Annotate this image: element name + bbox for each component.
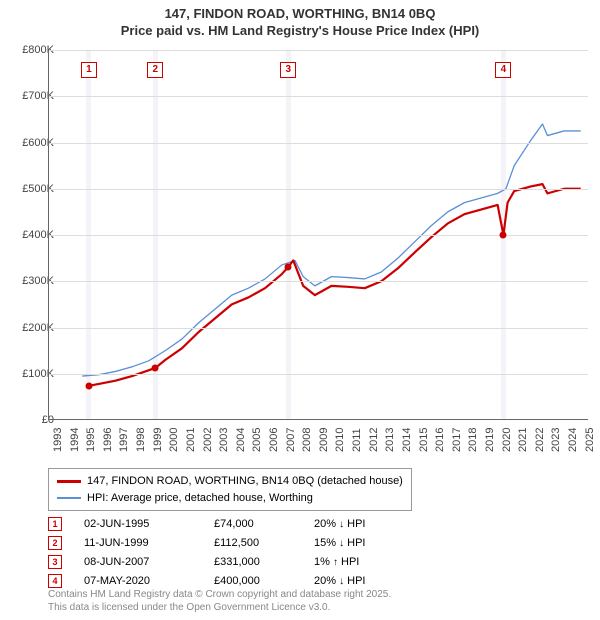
sale-index: 4 — [48, 574, 62, 588]
x-tick-label: 2020 — [501, 428, 513, 452]
marker-label: 4 — [495, 62, 511, 78]
x-tick-label: 2024 — [567, 428, 579, 452]
x-tick-label: 2009 — [318, 428, 330, 452]
title-address: 147, FINDON ROAD, WORTHING, BN14 0BQ — [0, 6, 600, 23]
sale-row: 2 11-JUN-1999£112,50015% ↓ HPI — [48, 533, 434, 552]
grid-line — [49, 235, 588, 236]
x-tick-label: 2003 — [218, 428, 230, 452]
sale-date: 08-JUN-2007 — [84, 556, 214, 568]
attribution-line1: Contains HM Land Registry data © Crown c… — [48, 588, 391, 601]
legend-swatch — [57, 497, 81, 499]
x-tick-label: 2002 — [202, 428, 214, 452]
sale-price: £400,000 — [214, 575, 314, 587]
grid-line — [49, 374, 588, 375]
sale-index: 2 — [48, 536, 62, 550]
sale-row: 3 08-JUN-2007£331,0001% ↑ HPI — [48, 552, 434, 571]
x-tick-label: 2021 — [517, 428, 529, 452]
sale-point — [152, 364, 159, 371]
sale-price: £74,000 — [214, 518, 314, 530]
x-tick-label: 2008 — [301, 428, 313, 452]
x-tick-label: 2006 — [268, 428, 280, 452]
sale-index: 1 — [48, 517, 62, 531]
sale-date: 02-JUN-1995 — [84, 518, 214, 530]
sale-index: 3 — [48, 555, 62, 569]
grid-line — [49, 281, 588, 282]
x-tick-label: 2018 — [467, 428, 479, 452]
x-tick-label: 2007 — [285, 428, 297, 452]
sale-pct: 20% ↓ HPI — [314, 518, 434, 530]
sale-pct: 15% ↓ HPI — [314, 537, 434, 549]
chart-plot-area: 1 2 3 4 — [48, 50, 588, 420]
chart-container: 147, FINDON ROAD, WORTHING, BN14 0BQ Pri… — [0, 0, 600, 620]
sale-price: £331,000 — [214, 556, 314, 568]
legend-label: HPI: Average price, detached house, Wort… — [87, 490, 313, 507]
sale-pct: 20% ↓ HPI — [314, 575, 434, 587]
x-tick-label: 2019 — [484, 428, 496, 452]
legend-item: HPI: Average price, detached house, Wort… — [57, 490, 403, 507]
sale-point — [500, 232, 507, 239]
x-tick-label: 1998 — [135, 428, 147, 452]
sale-pct: 1% ↑ HPI — [314, 556, 434, 568]
sale-point — [285, 263, 292, 270]
x-tick-label: 2012 — [368, 428, 380, 452]
x-tick-label: 2004 — [235, 428, 247, 452]
sale-date: 11-JUN-1999 — [84, 537, 214, 549]
x-tick-label: 1996 — [102, 428, 114, 452]
series-hpi — [82, 124, 580, 376]
attribution-line2: This data is licensed under the Open Gov… — [48, 601, 391, 614]
x-tick-label: 1999 — [152, 428, 164, 452]
sale-price: £112,500 — [214, 537, 314, 549]
x-tick-label: 1994 — [69, 428, 81, 452]
x-tick-label: 2022 — [534, 428, 546, 452]
x-tick-label: 2000 — [168, 428, 180, 452]
x-tick-label: 2013 — [384, 428, 396, 452]
x-tick-label: 2023 — [550, 428, 562, 452]
x-tick-label: 1997 — [118, 428, 130, 452]
x-axis-labels: 1993 1994 1995 1996 1997 1998 1999 2000 2001 2002… — [48, 424, 588, 464]
x-tick-label: 2016 — [434, 428, 446, 452]
title-block: 147, FINDON ROAD, WORTHING, BN14 0BQ Pri… — [0, 0, 600, 40]
x-tick-label: 1995 — [85, 428, 97, 452]
marker-label: 3 — [280, 62, 296, 78]
legend-swatch — [57, 480, 81, 483]
x-tick-label: 2001 — [185, 428, 197, 452]
legend-item: 147, FINDON ROAD, WORTHING, BN14 0BQ (de… — [57, 473, 403, 490]
grid-line — [49, 143, 588, 144]
x-tick-label: 1993 — [52, 428, 64, 452]
x-tick-label: 2017 — [451, 428, 463, 452]
grid-line — [49, 189, 588, 190]
series-property — [89, 184, 581, 386]
x-tick-label: 2025 — [584, 428, 596, 452]
attribution: Contains HM Land Registry data © Crown c… — [48, 588, 391, 614]
legend: 147, FINDON ROAD, WORTHING, BN14 0BQ (de… — [48, 468, 412, 511]
x-tick-label: 2014 — [401, 428, 413, 452]
x-tick-label: 2015 — [418, 428, 430, 452]
sale-point — [85, 382, 92, 389]
marker-label: 2 — [147, 62, 163, 78]
grid-line — [49, 50, 588, 51]
sale-date: 07-MAY-2020 — [84, 575, 214, 587]
x-tick-label: 2011 — [351, 428, 363, 452]
legend-label: 147, FINDON ROAD, WORTHING, BN14 0BQ (de… — [87, 473, 403, 490]
title-subtitle: Price paid vs. HM Land Registry's House … — [0, 23, 600, 40]
sales-table: 102-JUN-1995£74,00020% ↓ HPI211-JUN-1999… — [48, 514, 434, 590]
marker-label: 1 — [81, 62, 97, 78]
x-tick-label: 2005 — [251, 428, 263, 452]
sale-row: 1 02-JUN-1995£74,00020% ↓ HPI — [48, 514, 434, 533]
x-tick-label: 2010 — [334, 428, 346, 452]
grid-line — [49, 328, 588, 329]
grid-line — [49, 96, 588, 97]
